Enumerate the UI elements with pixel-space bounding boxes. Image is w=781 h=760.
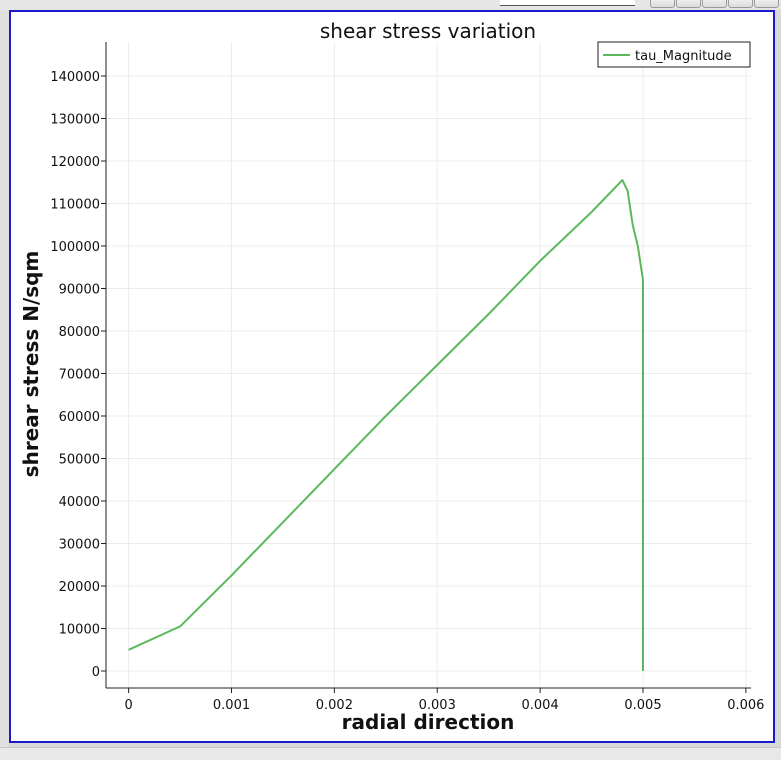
top-toolbar-strip [0, 0, 781, 10]
x-tick-label: 0 [124, 698, 132, 713]
y-tick-label: 110000 [50, 198, 100, 213]
series-line-tau_Magnitude [128, 179, 644, 671]
toolbar-button[interactable] [676, 0, 701, 8]
y-tick-labels: 0 10000 20000 30000 40000 50000 60000 70000 8000… [50, 70, 100, 680]
y-tick-label: 100000 [50, 240, 100, 255]
y-axis-label: shrear stress N/sqm [19, 251, 43, 478]
y-tick-label: 50000 [59, 453, 100, 468]
toolbar-button[interactable] [754, 0, 779, 8]
y-tick-label: 60000 [59, 410, 100, 425]
grid-lines [106, 42, 751, 688]
chart-view-panel[interactable]: 0 10000 20000 30000 40000 50000 60000 70000 8000… [9, 10, 775, 743]
y-tick-label: 40000 [59, 495, 100, 510]
y-tick-label: 130000 [50, 113, 100, 128]
x-axis-label: radial direction [342, 710, 515, 734]
y-tick-label: 120000 [50, 155, 100, 170]
x-tick-label: 0.003 [419, 698, 456, 713]
y-tick-label: 70000 [59, 368, 100, 383]
x-tick-label: 0.001 [213, 698, 250, 713]
x-tick-label: 0.005 [624, 698, 661, 713]
legend: tau_Magnitude [597, 41, 751, 68]
x-tick-label: 0.006 [727, 698, 764, 713]
y-tick-label: 20000 [59, 580, 100, 595]
legend-label: tau_Magnitude [635, 49, 732, 64]
toolbar-button[interactable] [728, 0, 753, 8]
chart-title: shear stress variation [320, 19, 536, 43]
axes [101, 42, 751, 693]
left-panel-edge [0, 10, 9, 747]
y-tick-label: 80000 [59, 325, 100, 340]
x-tick-labels: 0 0.001 0.002 0.003 0.004 0.005 0.006 [124, 698, 764, 713]
x-tick-label: 0.004 [522, 698, 559, 713]
y-tick-label: 10000 [59, 623, 100, 638]
status-bar [0, 747, 781, 760]
toolbar-button[interactable] [702, 0, 727, 8]
series-lines [128, 179, 644, 671]
y-tick-label: 140000 [50, 70, 100, 85]
y-tick-label: 90000 [59, 283, 100, 298]
toolbar-button[interactable] [650, 0, 675, 8]
y-tick-label: 0 [92, 665, 100, 680]
x-tick-label: 0.002 [316, 698, 353, 713]
y-tick-label: 30000 [59, 538, 100, 553]
view-selector-combo[interactable] [500, 0, 635, 6]
line-chart: 0 10000 20000 30000 40000 50000 60000 70000 8000… [19, 19, 764, 734]
